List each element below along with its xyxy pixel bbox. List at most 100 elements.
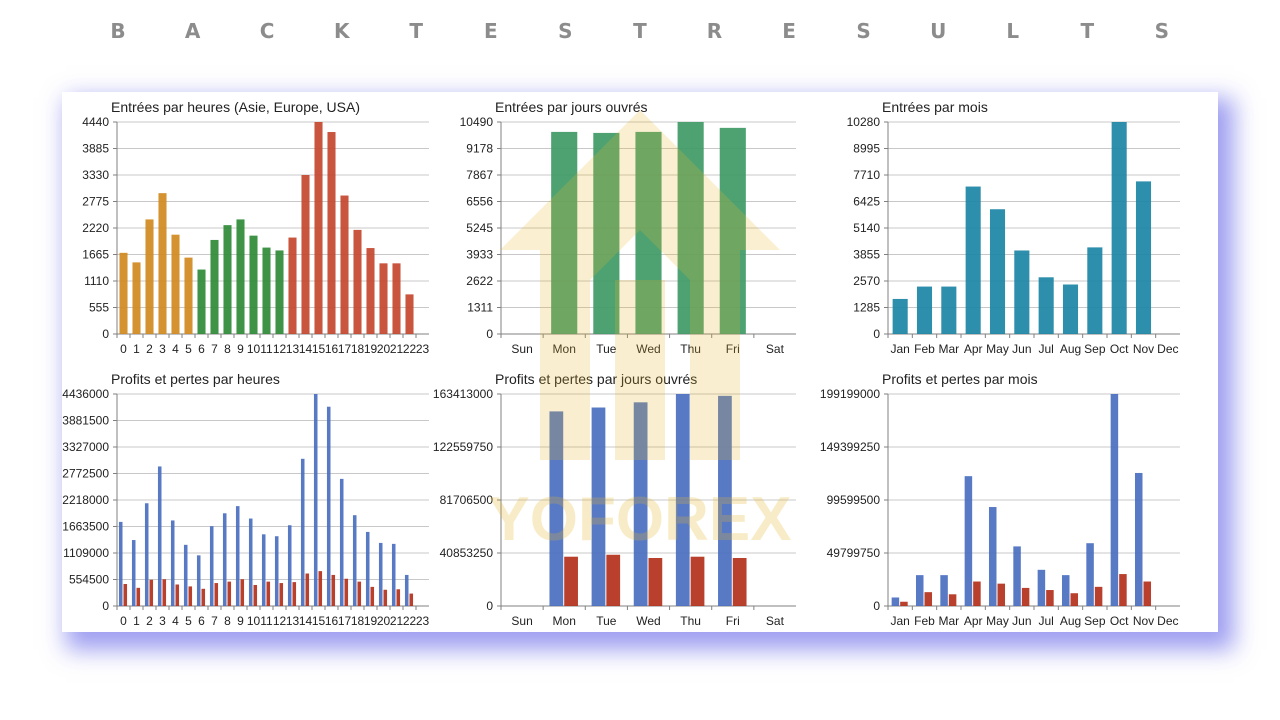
y-tick-label: 3327000 (62, 440, 109, 454)
bar-pertes (948, 594, 957, 606)
bar-entrées (1062, 284, 1079, 334)
bar-pertes (383, 589, 388, 606)
x-tick-label: Aug (1060, 342, 1081, 356)
bar-entrées (677, 122, 704, 334)
x-tick-label: 3 (159, 614, 166, 628)
y-tick-label: 1665 (82, 248, 109, 262)
bar-pertes (900, 601, 908, 606)
x-tick-label: 9 (237, 614, 244, 628)
bar-pertes (606, 554, 621, 606)
y-tick-label: 6556 (466, 195, 493, 209)
bar-profits (248, 518, 253, 606)
y-tick-label: 1311 (467, 301, 493, 315)
bar-profits (339, 478, 344, 606)
bar-profits (235, 506, 240, 606)
y-tick-label: 99599500 (827, 493, 881, 507)
bar-profits (891, 597, 900, 606)
bar-profits (261, 534, 266, 606)
x-tick-label: 16 (325, 614, 339, 628)
bar-pertes (370, 586, 375, 606)
bar-entrées (314, 122, 323, 334)
bar-profits (675, 394, 690, 606)
bar-profits (1037, 569, 1046, 606)
x-tick-label: 14 (299, 614, 313, 628)
y-tick-label: 122559750 (433, 440, 493, 454)
bar-pertes (1094, 586, 1103, 606)
bar-entrées (892, 298, 908, 334)
bar-entrées (236, 219, 245, 334)
x-tick-label: Mon (553, 614, 576, 628)
bar-pertes (690, 556, 705, 606)
y-tick-label: 0 (102, 327, 109, 341)
y-tick-label: 2775 (82, 195, 109, 209)
x-tick-label: May (986, 614, 1009, 628)
y-tick-label: 2622 (466, 274, 493, 288)
bar-entrées (275, 250, 284, 334)
y-tick-label: 554500 (69, 573, 109, 587)
bar-pertes (227, 581, 232, 606)
y-tick-label: 163413000 (433, 387, 493, 401)
bar-pertes (357, 581, 362, 606)
bar-profits (633, 402, 648, 606)
x-tick-label: 1 (133, 342, 140, 356)
heading-letter: K (333, 19, 350, 43)
x-tick-label: 20 (377, 614, 391, 628)
bar-pertes (1070, 593, 1079, 606)
x-tick-label: Fri (726, 342, 740, 356)
bar-pertes (564, 556, 578, 606)
y-tick-label: 0 (873, 599, 880, 613)
bar-entrées (379, 263, 388, 334)
y-tick-label: 3855 (853, 248, 880, 262)
x-tick-label: May (986, 342, 1009, 356)
bar-profits (326, 406, 331, 606)
x-tick-label: 12 (273, 342, 287, 356)
bar-profits (391, 543, 396, 606)
y-tick-label: 3885 (82, 142, 109, 156)
y-tick-label: 3881500 (62, 414, 109, 428)
x-tick-label: 8 (224, 614, 231, 628)
bar-pertes (162, 579, 167, 606)
chart-pnl-weekdays: Profits et pertes par jours ouvrés 0 40853… (433, 371, 796, 628)
y-tick-label: 199199000 (820, 387, 880, 401)
bar-profits (940, 575, 948, 606)
bar-pertes (240, 579, 245, 606)
heading-letter: E (483, 19, 498, 43)
bar-entrées (1135, 181, 1152, 334)
bar-profits (1134, 472, 1143, 606)
bar-pertes (997, 583, 1006, 606)
x-tick-label: Thu (680, 614, 701, 628)
bar-entrées (171, 234, 180, 334)
bar-entrées (301, 175, 310, 334)
x-tick-label: Tue (596, 342, 617, 356)
bar-pertes (279, 583, 284, 606)
chart-title: Entrées par jours ouvrés (495, 99, 648, 115)
x-tick-label: 20 (377, 342, 391, 356)
y-tick-label: 2218000 (62, 493, 109, 507)
chart-entries-weekdays: Entrées par jours ouvrés 0 1311 2622 3933 524… (460, 99, 796, 356)
y-tick-label: 40853250 (440, 546, 494, 560)
bar-entrées (327, 132, 336, 334)
bar-entrées (551, 131, 578, 334)
y-tick-label: 0 (486, 327, 493, 341)
bar-pertes (123, 584, 128, 606)
x-tick-label: 2 (146, 342, 153, 356)
x-tick-label: 19 (364, 342, 378, 356)
x-tick-label: 1 (133, 614, 140, 628)
x-tick-label: Sun (511, 614, 532, 628)
bar-pertes (136, 587, 141, 606)
y-tick-label: 1110 (84, 274, 109, 288)
x-tick-label: Wed (636, 614, 660, 628)
bar-entrées (366, 248, 375, 334)
x-tick-label: 8 (224, 342, 231, 356)
x-tick-label: 22 (403, 342, 417, 356)
x-tick-label: 13 (286, 614, 300, 628)
x-tick-label: Mar (938, 614, 959, 628)
chart-pnl-months: Profits et pertes par mois 0 49799750 99599… (820, 371, 1180, 628)
bar-profits (170, 520, 175, 606)
x-tick-label: 18 (351, 614, 365, 628)
x-tick-label: 23 (416, 342, 430, 356)
x-tick-label: 6 (198, 614, 205, 628)
y-tick-label: 2570 (853, 274, 880, 288)
bar-profits (365, 531, 370, 606)
x-tick-label: 19 (364, 614, 378, 628)
